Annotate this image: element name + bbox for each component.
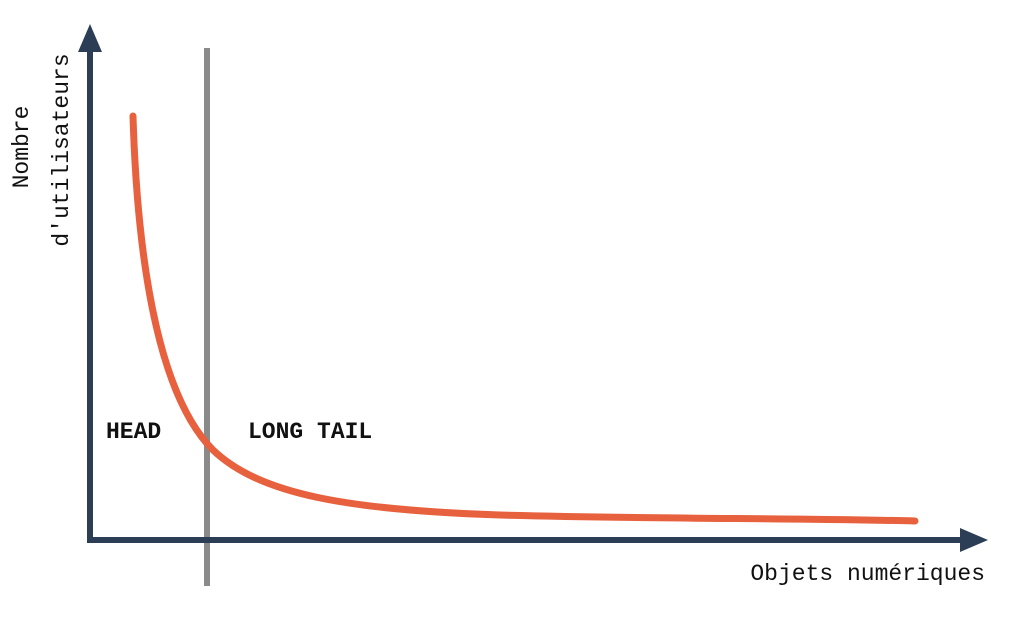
head-label: HEAD	[106, 419, 161, 445]
tail-label: LONG TAIL	[248, 419, 372, 445]
y-axis-label: Nombre	[9, 106, 35, 189]
long-tail-curve	[129, 112, 919, 525]
x-axis-label: Objets numériques	[750, 561, 985, 587]
y-axis-label: d'utilisateurs	[49, 53, 75, 246]
y-axis-arrow	[78, 24, 102, 52]
x-axis-arrow	[960, 528, 988, 552]
